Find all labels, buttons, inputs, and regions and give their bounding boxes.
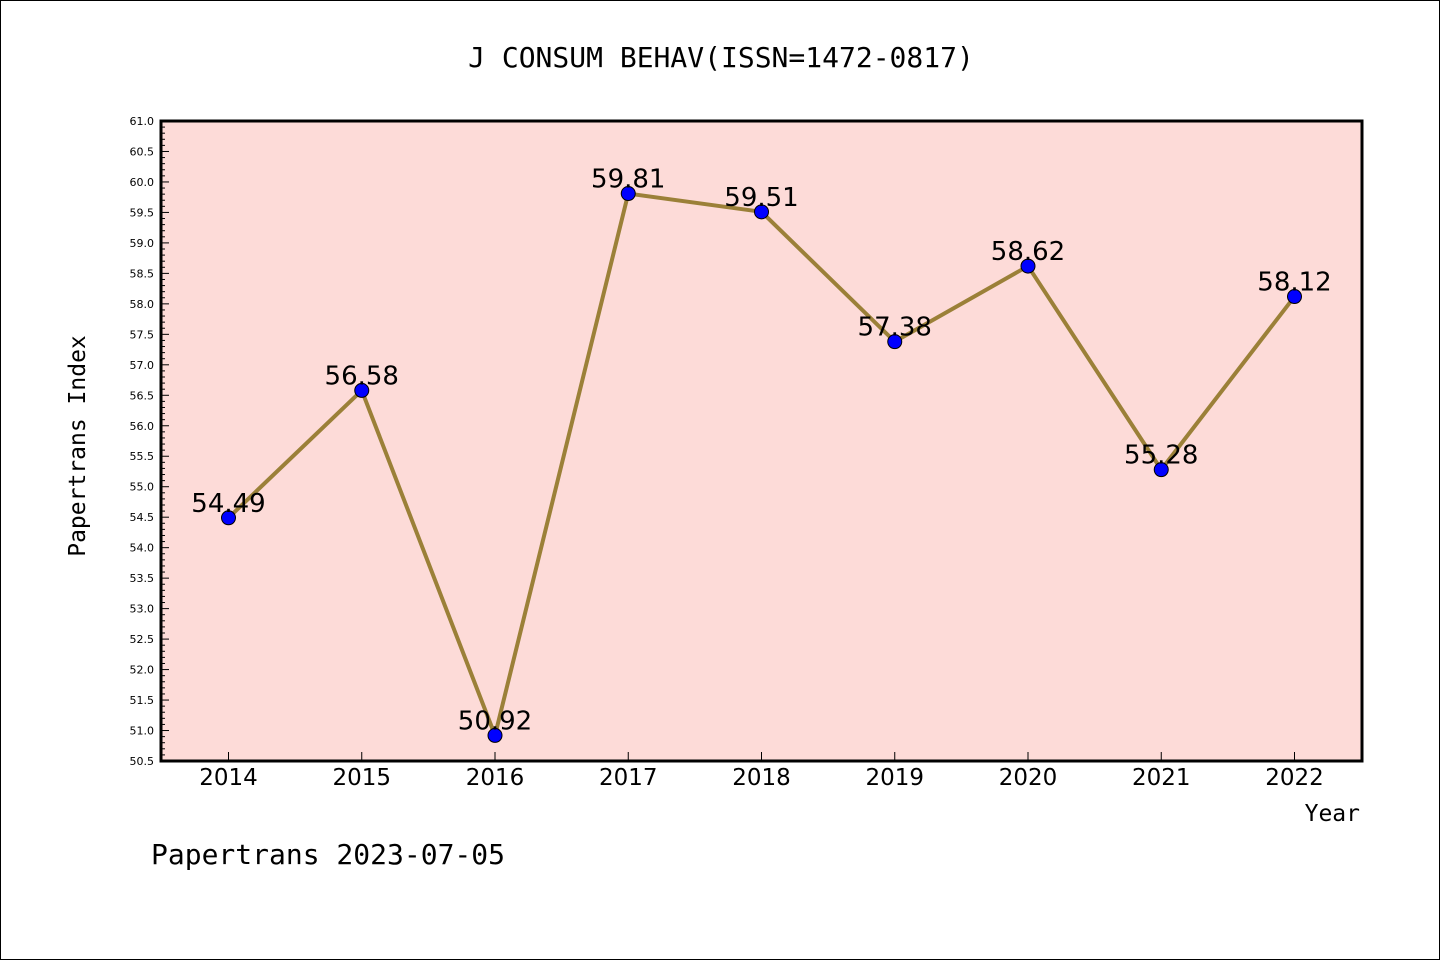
y-tick-label: 57.0	[130, 359, 155, 372]
plot-area	[159, 119, 1364, 763]
data-point	[1153, 462, 1169, 478]
data-point	[620, 186, 636, 202]
y-axis-label: Papertrans Index	[65, 335, 91, 557]
x-tick-label: 2018	[732, 765, 791, 791]
y-tick-label: 58.5	[130, 267, 155, 280]
x-tick-label: 2022	[1265, 765, 1324, 791]
y-tick-label: 55.0	[130, 481, 155, 494]
data-point	[221, 510, 236, 526]
data-point	[354, 382, 370, 398]
x-tick-label: 2019	[865, 765, 924, 791]
data-label: 58.12	[1257, 268, 1331, 298]
y-tick-label: 55.5	[130, 450, 155, 463]
data-label: 55.28	[1124, 441, 1198, 471]
y-tick-label: 54.5	[130, 511, 155, 524]
y-tick-label: 54.0	[130, 542, 155, 555]
data-label: 59.51	[724, 183, 798, 213]
y-tick-label: 59.0	[130, 237, 155, 250]
x-tick-label: 2020	[999, 765, 1058, 791]
data-label-group: 54.49 56.58 50.92 59.81 59.51 57.38 58.62 55.28…	[191, 165, 1331, 737]
y-tick-label: 56.5	[130, 389, 155, 402]
y-tick-label: 50.5	[130, 755, 155, 768]
data-label: 58.62	[991, 237, 1065, 267]
y-tick-label: 53.0	[130, 603, 155, 616]
data-point	[1020, 258, 1036, 274]
x-tick-label: 2021	[1132, 765, 1191, 791]
x-tick-label: 2015	[332, 765, 391, 791]
y-tick-label: 60.0	[130, 176, 155, 189]
y-tick-label: 52.5	[130, 633, 155, 646]
data-label: 54.49	[191, 489, 265, 519]
marker-group	[221, 186, 1302, 743]
chart-title: J CONSUM BEHAV(ISSN=1472-0817)	[468, 41, 974, 74]
y-axis: 50.5 51.0 51.5 52.0 52.5 53.0 53.5 54.0 54.5 55.0…	[130, 115, 169, 768]
x-tick-label: 2014	[199, 765, 258, 791]
y-tick-label: 60.5	[130, 145, 155, 158]
y-tick-label: 53.5	[130, 572, 155, 585]
y-tick-label: 51.0	[130, 725, 155, 738]
x-tick-label: 2016	[466, 765, 525, 791]
y-tick-label: 61.0	[130, 115, 155, 128]
x-tick-label: 2017	[599, 765, 658, 791]
x-axis: 2014 2015 2016 2017 2018 2019 2020 2021 2022	[199, 752, 1324, 791]
footer-text: Papertrans 2023-07-05	[151, 838, 505, 871]
data-label: 56.58	[325, 361, 399, 391]
data-label: 57.38	[858, 313, 932, 343]
y-tick-label: 51.5	[130, 694, 155, 707]
data-label: 50.92	[458, 706, 532, 736]
y-tick-label: 56.0	[130, 420, 155, 433]
y-tick-label: 57.5	[130, 328, 155, 341]
y-tick-label: 52.0	[130, 664, 155, 677]
x-axis-label: Year	[1305, 801, 1360, 827]
data-label: 59.81	[591, 165, 665, 195]
y-tick-label: 59.5	[130, 206, 155, 219]
data-point	[487, 727, 503, 743]
data-point	[887, 334, 903, 350]
data-point	[754, 204, 769, 220]
y-tick-label: 58.0	[130, 298, 155, 311]
data-point	[1287, 289, 1302, 305]
